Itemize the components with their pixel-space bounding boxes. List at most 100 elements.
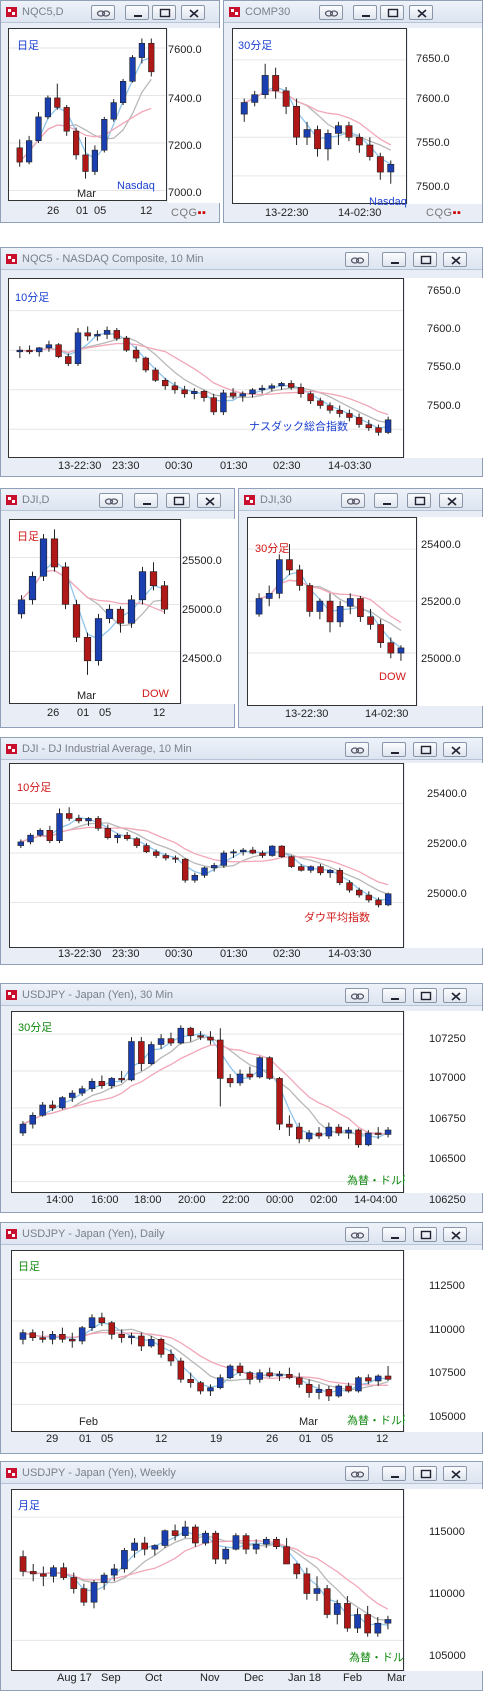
candle-body xyxy=(307,866,314,871)
link-button[interactable] xyxy=(345,1227,369,1242)
link-button[interactable] xyxy=(99,493,123,508)
maximize-button[interactable] xyxy=(152,5,176,20)
candle-body xyxy=(59,1097,66,1109)
window-titlebar[interactable]: NQC5,D xyxy=(1,1,219,23)
minimize-button[interactable] xyxy=(382,1466,406,1481)
window-titlebar[interactable]: USDJPY - Japan (Yen), Weekly xyxy=(1,1462,482,1484)
candle xyxy=(335,121,342,145)
candle xyxy=(61,562,70,610)
window-nqc5-10min[interactable]: NQC5 - NASDAQ Composite, 10 Min 10分足 ナスダ… xyxy=(0,247,483,477)
price-axis[interactable]: 7650.0 7600.0 7550.0 7500.0 xyxy=(408,28,482,204)
time-axis-label: 13-22:30 xyxy=(58,948,102,960)
chart-plot-area[interactable] xyxy=(9,519,181,704)
candle xyxy=(295,1372,303,1388)
chart-plot-area[interactable] xyxy=(247,517,417,706)
candle-body xyxy=(177,1360,185,1380)
window-dji-10min[interactable]: DJI - DJ Industrial Average, 10 Min 10分足… xyxy=(0,737,483,965)
chart-plot-area[interactable] xyxy=(11,1250,404,1432)
maximize-button[interactable] xyxy=(413,1466,437,1481)
window-dji-daily[interactable]: DJI,D 日足 DOW 25500.0 25000.0 24500.0 Mar… xyxy=(0,488,235,728)
maximize-button[interactable] xyxy=(413,742,437,757)
link-button[interactable] xyxy=(345,1466,369,1481)
close-button[interactable] xyxy=(409,5,433,20)
minimize-button[interactable] xyxy=(125,5,149,20)
close-button[interactable] xyxy=(443,1227,467,1242)
minimize-button[interactable] xyxy=(382,252,406,267)
time-axis-label: 00:30 xyxy=(165,948,193,960)
price-tick-label: 25400.0 xyxy=(421,539,461,551)
minimize-button[interactable] xyxy=(374,493,398,508)
window-usdjpy-weekly[interactable]: USDJPY - Japan (Yen), Weekly 月足 為替・ドル円 1… xyxy=(0,1461,483,1691)
window-dji30[interactable]: DJI,30 30分足 DOW 25400.0 25200.0 25000.0 … xyxy=(238,488,483,728)
price-axis[interactable]: 7650.0 7600.0 7550.0 7500.0 xyxy=(405,278,483,458)
price-axis[interactable]: 112500 110000 107500 105000 xyxy=(405,1250,483,1432)
maximize-button[interactable] xyxy=(407,493,431,508)
price-axis[interactable]: 7600.0 7400.0 7200.0 7000.0 xyxy=(168,28,220,203)
chart-plot-area[interactable] xyxy=(8,278,404,458)
candle-body xyxy=(220,392,227,413)
window-titlebar[interactable]: COMP30 xyxy=(224,1,482,23)
chart-plot-area[interactable] xyxy=(232,28,407,204)
window-titlebar[interactable]: USDJPY - Japan (Yen), 30 Min xyxy=(1,984,482,1006)
minimize-button[interactable] xyxy=(134,493,158,508)
candle-body xyxy=(305,1384,313,1393)
minimize-button[interactable] xyxy=(382,1227,406,1242)
candle xyxy=(323,1584,331,1619)
candle xyxy=(305,1130,313,1142)
candle xyxy=(286,1115,293,1136)
window-titlebar[interactable]: DJI,30 xyxy=(239,489,482,511)
price-axis[interactable]: 107250 107000 106750 106500 106250 xyxy=(405,1011,483,1206)
candle-body xyxy=(191,391,198,395)
close-button[interactable] xyxy=(443,252,467,267)
chart-plot-area[interactable] xyxy=(8,28,167,201)
chart-plot-area[interactable] xyxy=(11,1489,404,1671)
candle-body xyxy=(29,1115,36,1125)
close-button[interactable] xyxy=(443,1466,467,1481)
close-button[interactable] xyxy=(181,5,205,20)
candle xyxy=(355,1376,362,1393)
candle-body xyxy=(60,1567,67,1578)
price-axis[interactable]: 115000 110000 105000 xyxy=(405,1489,483,1671)
window-titlebar[interactable]: USDJPY - Japan (Yen), Daily xyxy=(1,1223,482,1245)
candle-body xyxy=(252,1543,260,1550)
window-titlebar[interactable]: DJI - DJ Industrial Average, 10 Min xyxy=(1,738,482,760)
chart-plot-area[interactable] xyxy=(11,1011,404,1193)
link-button[interactable] xyxy=(345,252,369,267)
close-button[interactable] xyxy=(197,493,221,508)
candle-body xyxy=(335,1385,342,1397)
maximize-button[interactable] xyxy=(413,988,437,1003)
maximize-button[interactable] xyxy=(380,5,404,20)
time-axis-label: Jan 18 xyxy=(288,1672,322,1684)
candle xyxy=(101,116,108,153)
link-button[interactable] xyxy=(319,5,343,20)
moving-average-line xyxy=(22,1044,389,1135)
minimize-button[interactable] xyxy=(382,988,406,1003)
window-comp30[interactable]: COMP30 30分足 Nasdaq 7650.0 7600.0 7550.0 … xyxy=(223,0,483,223)
window-nqc5-daily[interactable]: NQC5,D 日足 Nasdaq 7600.0 7400.0 7200.0 70… xyxy=(0,0,220,223)
close-button[interactable] xyxy=(439,493,463,508)
candle xyxy=(157,1337,165,1358)
close-button[interactable] xyxy=(443,988,467,1003)
window-titlebar[interactable]: NQC5 - NASDAQ Composite, 10 Min xyxy=(1,248,482,270)
close-button[interactable] xyxy=(443,742,467,757)
price-axis[interactable]: 25400.0 25200.0 25000.0 xyxy=(405,763,483,948)
maximize-button[interactable] xyxy=(413,1227,437,1242)
link-button[interactable] xyxy=(341,493,365,508)
link-button[interactable] xyxy=(345,742,369,757)
price-tick-label: 105000 xyxy=(429,1411,466,1423)
candle xyxy=(171,1524,179,1541)
window-titlebar[interactable]: DJI,D xyxy=(1,489,234,511)
chart-plot-area[interactable] xyxy=(9,763,404,948)
window-usdjpy-30min[interactable]: USDJPY - Japan (Yen), 30 Min 30分足 為替・ドル円… xyxy=(0,983,483,1213)
price-axis[interactable]: 25500.0 25000.0 24500.0 xyxy=(182,519,235,704)
minimize-button[interactable] xyxy=(353,5,377,20)
maximize-icon xyxy=(420,1469,432,1479)
maximize-button[interactable] xyxy=(413,252,437,267)
price-axis[interactable]: 25400.0 25200.0 25000.0 xyxy=(418,517,483,706)
link-button[interactable] xyxy=(91,5,115,20)
candle-body xyxy=(181,1526,189,1536)
maximize-button[interactable] xyxy=(166,493,190,508)
window-usdjpy-daily[interactable]: USDJPY - Japan (Yen), Daily 日足 為替・ドル円 11… xyxy=(0,1222,483,1454)
minimize-button[interactable] xyxy=(382,742,406,757)
link-button[interactable] xyxy=(345,988,369,1003)
